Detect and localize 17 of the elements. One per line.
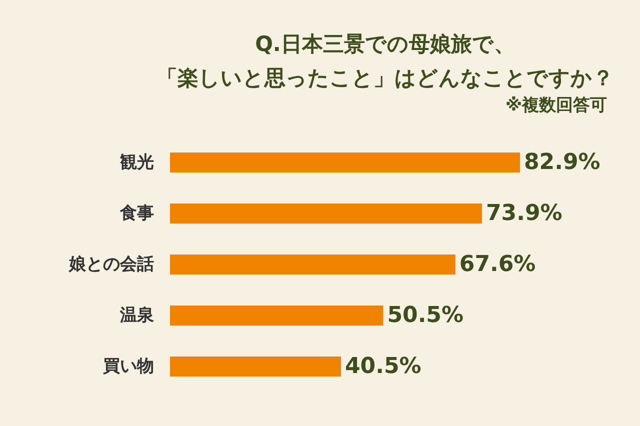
data-label: 40.5%: [344, 354, 422, 379]
bar: [170, 152, 520, 172]
y-tick-label: 買い物: [102, 356, 154, 376]
text: ※複数回答可: [505, 96, 608, 116]
bar: [170, 306, 384, 326]
y-tick-label: 温泉: [119, 306, 154, 326]
bar: [170, 356, 341, 376]
y-tick-label: 娘との会話: [68, 254, 154, 274]
y-tick-label: 観光: [119, 152, 154, 172]
data-label: 73.9%: [486, 201, 562, 226]
y-tick-label: 食事: [119, 204, 154, 224]
data-label: 82.9%: [524, 150, 600, 175]
bar: [170, 204, 482, 224]
data-label: 67.6%: [459, 252, 536, 277]
data-label: 50.5%: [387, 303, 464, 328]
bar: [170, 254, 456, 274]
chart-title: Q.日本三景での母娘旅で、「楽しいと思ったこと」はどんなことですか？: [156, 32, 614, 90]
